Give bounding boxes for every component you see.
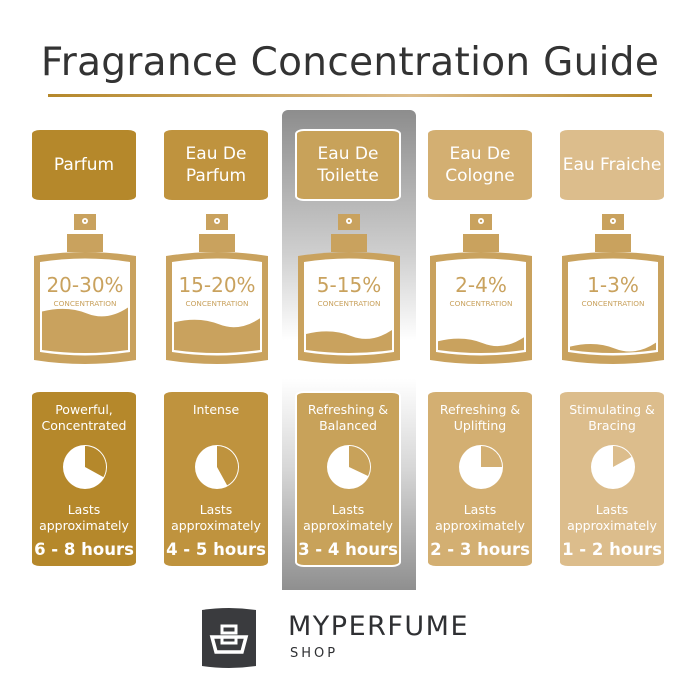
brand-name: MYPERFUME: [288, 611, 470, 642]
title-divider: [48, 94, 652, 97]
character-description: Refreshing & Uplifting: [439, 402, 521, 433]
longevity-card: Refreshing & Uplifting Lasts approximate…: [428, 392, 532, 566]
longevity-card: Powerful, Concentrated Lasts approximate…: [32, 392, 136, 566]
concentration-percent: 15-20%: [178, 273, 255, 297]
type-header: Eau De Toilette: [295, 129, 401, 201]
type-header: Eau De Parfum: [164, 130, 268, 200]
column-4: Eau Fraiche 1-3% CONCENTRATION Stimulati…: [560, 0, 666, 700]
liquid-level: [438, 337, 524, 353]
concentration-label: CONCENTRATION: [450, 299, 513, 308]
character-description: Refreshing & Balanced: [307, 402, 389, 433]
hours-value: 1 - 2 hours: [562, 540, 662, 559]
bottle-icon: 20-30% CONCENTRATION: [34, 214, 136, 364]
concentration-percent: 1-3%: [587, 273, 639, 297]
longevity-card: Intense Lasts approximately 4 - 5 hours: [164, 392, 268, 566]
hours-value: 2 - 3 hours: [430, 540, 530, 559]
hours-value: 4 - 5 hours: [166, 540, 266, 559]
type-name: Eau De Cologne: [445, 144, 515, 186]
clock-wedge: [613, 446, 632, 467]
type-name: Eau Fraiche: [562, 155, 662, 175]
concentration-label: CONCENTRATION: [582, 299, 645, 308]
character-description: Stimulating & Bracing: [569, 402, 655, 433]
lasts-label: Lasts approximately: [303, 502, 393, 533]
column-2: Eau De Toilette 5-15% CONCENTRATION Refr…: [295, 0, 402, 700]
type-header: Eau De Cologne: [428, 130, 532, 200]
brand-sub: SHOP: [290, 646, 339, 661]
clock-icon: [195, 445, 239, 489]
clock-wedge: [217, 446, 238, 486]
type-name: Eau De Parfum: [185, 144, 247, 186]
character-description: Powerful, Concentrated: [41, 402, 127, 433]
clock-wedge: [349, 446, 370, 476]
bottle-icon: 15-20% CONCENTRATION: [166, 214, 268, 364]
concentration-percent: 5-15%: [317, 273, 381, 297]
clock-icon: [459, 445, 503, 489]
bottle-icon: 1-3% CONCENTRATION: [562, 214, 664, 364]
liquid-level: [306, 330, 392, 353]
brand-logo-icon: [202, 608, 256, 668]
clock-wedge: [481, 446, 502, 467]
hours-value: 6 - 8 hours: [34, 540, 134, 559]
lasts-label: Lasts approximately: [171, 502, 261, 533]
hours-value: 3 - 4 hours: [298, 540, 398, 559]
longevity-card: Refreshing & Balanced Lasts approximatel…: [295, 391, 401, 567]
clock-icon: [591, 445, 635, 489]
type-name: Eau De Toilette: [317, 144, 379, 186]
concentration-label: CONCENTRATION: [186, 299, 249, 308]
column-0: Parfum 20-30% CONCENTRATION Powerful, Co…: [32, 0, 138, 700]
bottle-icon: 2-4% CONCENTRATION: [430, 214, 532, 364]
type-name: Parfum: [53, 155, 115, 175]
lasts-label: Lasts approximately: [435, 502, 525, 533]
clock-icon: [63, 445, 107, 489]
page-title: Fragrance Concentration Guide: [40, 40, 660, 85]
concentration-label: CONCENTRATION: [54, 299, 117, 308]
liquid-level: [42, 307, 128, 353]
character-description: Intense: [192, 402, 240, 417]
concentration-label: CONCENTRATION: [318, 299, 381, 308]
liquid-level: [570, 342, 656, 353]
bottle-icon: 5-15% CONCENTRATION: [298, 214, 400, 364]
longevity-card: Stimulating & Bracing Lasts approximatel…: [560, 392, 664, 566]
lasts-label: Lasts approximately: [567, 502, 657, 533]
column-3: Eau De Cologne 2-4% CONCENTRATION Refres…: [428, 0, 534, 700]
column-1: Eau De Parfum 15-20% CONCENTRATION Inten…: [164, 0, 270, 700]
concentration-percent: 20-30%: [46, 273, 123, 297]
concentration-percent: 2-4%: [455, 273, 507, 297]
type-header: Parfum: [32, 130, 136, 200]
clock-icon: [327, 445, 371, 489]
lasts-label: Lasts approximately: [39, 502, 129, 533]
clock-wedge: [85, 446, 106, 478]
type-header: Eau Fraiche: [560, 130, 664, 200]
liquid-level: [174, 318, 260, 353]
